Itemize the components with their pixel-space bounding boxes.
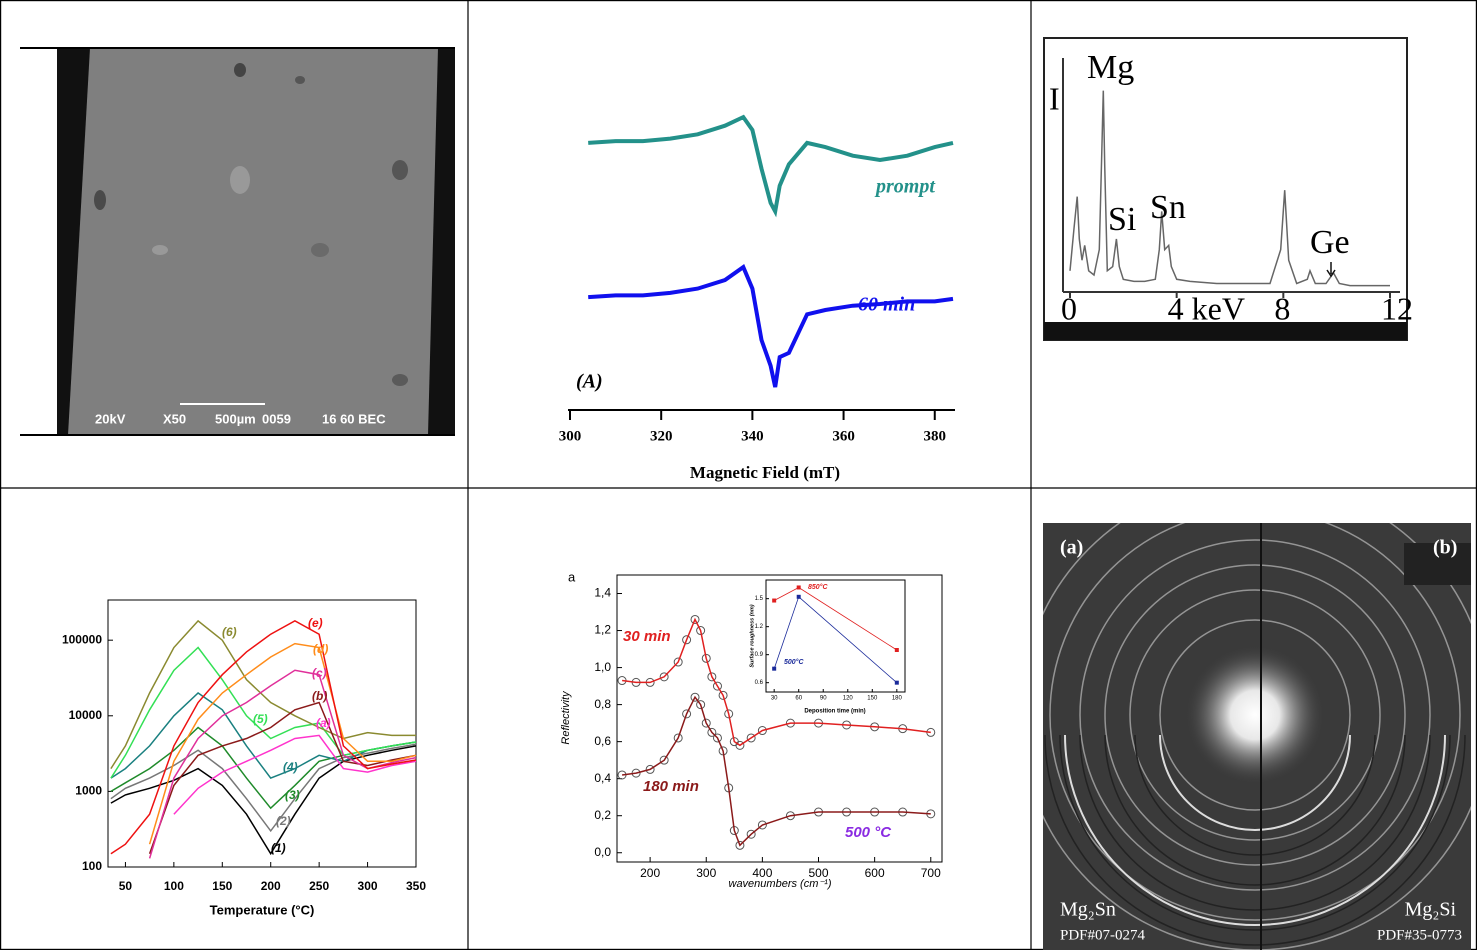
x-tick-label: 700 xyxy=(921,866,941,880)
sem-image xyxy=(20,48,455,435)
x-axis-label: Temperature (°C) xyxy=(210,902,315,917)
panel-label: (A) xyxy=(576,371,603,393)
phase-label: Mg₂Si xyxy=(1405,899,1457,921)
x-tick-label: 90 xyxy=(820,696,827,702)
y-tick-label: 1.5 xyxy=(755,596,764,602)
y-tick-label: 0.6 xyxy=(755,680,764,686)
curve-label: (d) xyxy=(313,642,328,656)
y-axis-label: Reflectivity xyxy=(560,690,572,745)
x-tick-label: 150 xyxy=(212,879,232,893)
sem-label: 16 60 BEC xyxy=(322,411,386,426)
x-tick-label: 30 xyxy=(771,696,778,702)
x-tick-label: 8 xyxy=(1274,290,1290,326)
x-tick-label: 150 xyxy=(867,696,878,702)
panel-label: a xyxy=(568,569,576,584)
x-tick-label: 300 xyxy=(559,428,582,444)
y-tick-label: 1,0 xyxy=(594,660,611,674)
curve-label: (5) xyxy=(253,712,268,726)
x-tick-label: 200 xyxy=(640,866,660,880)
x-tick-label: 4 keV xyxy=(1168,290,1245,326)
diffraction-image xyxy=(734,454,1477,950)
figure-grid: 20kVX50500µm005916 60 BEC300320340360380… xyxy=(0,0,1477,950)
series-label: 30 min xyxy=(623,628,671,645)
y-tick-label: 1000 xyxy=(75,784,102,798)
x-tick-label: 350 xyxy=(406,879,426,893)
x-tick-label: 60 xyxy=(795,696,802,702)
series-label: prompt xyxy=(874,176,936,198)
curve xyxy=(150,703,416,854)
x-axis-label: Magnetic Field (mT) xyxy=(690,463,840,482)
series-label: 500°C xyxy=(784,658,804,666)
y-tick-label: 0,4 xyxy=(594,771,611,785)
inset-point xyxy=(895,681,899,685)
y-tick-label: 0.9 xyxy=(755,652,764,658)
inset-frame xyxy=(766,580,905,692)
x-tick-label: 12 xyxy=(1381,290,1413,326)
inset-point xyxy=(797,595,801,599)
x-tick-label: 360 xyxy=(832,428,855,444)
series-label: 850°C xyxy=(808,583,828,591)
x-tick-label: 600 xyxy=(865,866,885,880)
x-tick-label: 200 xyxy=(261,879,281,893)
x-tick-label: 250 xyxy=(309,879,329,893)
series-label: 180 min xyxy=(643,778,699,795)
sem-label: 0059 xyxy=(262,411,291,426)
curve-label: (3) xyxy=(285,788,300,802)
pdf-label: PDF#35-0773 xyxy=(1377,927,1462,943)
y-axis-label: I xyxy=(1049,80,1060,116)
x-tick-label: 180 xyxy=(892,696,903,702)
pdf-label: PDF#07-0274 xyxy=(1060,927,1146,943)
epr-curve xyxy=(588,267,953,387)
curve-label: (e) xyxy=(308,616,323,630)
y-tick-label: 0,2 xyxy=(594,808,611,822)
sem-label: X50 xyxy=(163,411,186,426)
peak-label: Sn xyxy=(1150,189,1186,226)
curve xyxy=(111,621,416,769)
y-tick-label: 10000 xyxy=(69,708,103,722)
sem-label: 20kV xyxy=(95,411,126,426)
x-tick-label: 380 xyxy=(924,428,947,444)
curve-label: (6) xyxy=(222,625,237,639)
curve-label: (4) xyxy=(283,760,298,774)
y-tick-label: 1,4 xyxy=(594,586,611,600)
phase-label: Mg₂Sn xyxy=(1060,899,1116,921)
inset-point xyxy=(772,667,776,671)
x-tick-label: 300 xyxy=(358,879,378,893)
y-tick-label: 0,8 xyxy=(594,697,611,711)
series-label: 60 min xyxy=(858,294,915,316)
x-tick-label: 120 xyxy=(843,696,854,702)
x-tick-label: 340 xyxy=(741,428,764,444)
peak-label: Mg xyxy=(1087,49,1134,86)
curve-label: (a) xyxy=(316,716,331,730)
image-label: (a) xyxy=(1060,537,1083,559)
y-tick-label: 1,2 xyxy=(594,623,611,637)
curve xyxy=(174,735,416,814)
y-axis-label: Surface roughness (nm) xyxy=(749,604,755,667)
curve-label: (b) xyxy=(312,689,327,703)
x-axis-label: wavenumbers (cm⁻¹) xyxy=(729,878,832,890)
y-tick-label: 100000 xyxy=(62,632,102,646)
inset-point xyxy=(772,599,776,603)
y-tick-label: 100 xyxy=(82,859,102,873)
y-tick-label: 0,0 xyxy=(594,845,611,859)
x-tick-label: 50 xyxy=(119,879,133,893)
x-tick-label: 300 xyxy=(696,866,716,880)
peak-label: Si xyxy=(1108,201,1136,238)
curve-label: (1) xyxy=(271,841,286,855)
peak-label: Ge xyxy=(1310,224,1350,261)
x-tick-label: 320 xyxy=(650,428,673,444)
y-tick-label: 1.2 xyxy=(755,624,764,630)
x-tick-label: 100 xyxy=(164,879,184,893)
x-axis-label: Deposition time (min) xyxy=(804,709,865,715)
curve-label: (c) xyxy=(312,666,327,680)
y-tick-label: 0,6 xyxy=(594,734,611,748)
annotation: 500 °C xyxy=(845,824,892,841)
curve-label: (2) xyxy=(276,814,291,828)
image-label: (b) xyxy=(1433,537,1457,559)
inset-point xyxy=(895,648,899,652)
x-tick-label: 0 xyxy=(1061,290,1077,326)
inset-point xyxy=(797,585,801,589)
sem-label: 500µm xyxy=(215,411,256,426)
